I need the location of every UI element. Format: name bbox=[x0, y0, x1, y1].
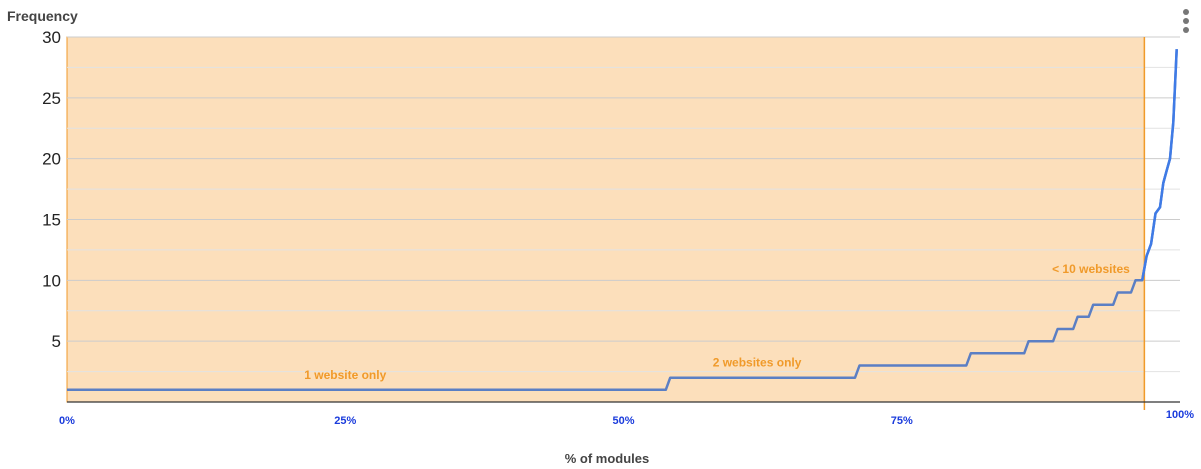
series-line-tail bbox=[1140, 49, 1178, 281]
y-tick-label: 15 bbox=[42, 211, 61, 230]
y-tick-labels: 5 10 15 20 25 30 bbox=[42, 28, 61, 351]
x-axis-title: % of modules bbox=[565, 451, 650, 466]
x-tick-label: 75% bbox=[891, 415, 913, 427]
x-tick-label: 100% bbox=[1166, 409, 1194, 421]
y-tick-label: 5 bbox=[52, 332, 61, 351]
x-tick-labels: 0% 25% 50% 75% 100% bbox=[59, 409, 1194, 427]
y-tick-label: 20 bbox=[42, 150, 61, 169]
y-axis-title: Frequency bbox=[7, 8, 78, 24]
annotation-label: < 10 websites bbox=[1052, 262, 1130, 276]
y-tick-label: 10 bbox=[42, 271, 61, 290]
x-tick-label: 25% bbox=[334, 415, 356, 427]
y-tick-label: 25 bbox=[42, 89, 61, 108]
y-tick-label: 30 bbox=[42, 28, 61, 47]
x-tick-label: 0% bbox=[59, 415, 75, 427]
x-tick-label: 50% bbox=[612, 415, 634, 427]
annotation-label: 2 websites only bbox=[713, 356, 802, 370]
grid-lines bbox=[67, 36, 1180, 373]
annotations: 1 website only 2 websites only < 10 websit… bbox=[304, 262, 1130, 382]
annotation-label: 1 website only bbox=[304, 368, 386, 382]
more-options-icon[interactable] bbox=[1181, 9, 1191, 37]
